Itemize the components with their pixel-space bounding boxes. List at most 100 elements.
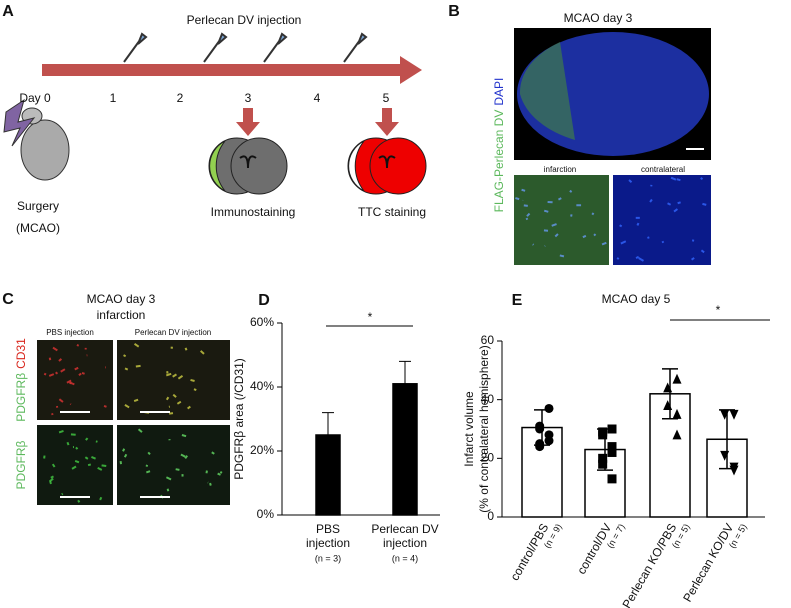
data-point	[598, 453, 608, 463]
texture	[670, 176, 677, 181]
x-tick-label: injection	[306, 536, 350, 550]
syringe-icon	[203, 32, 228, 63]
error-bar	[322, 412, 334, 435]
texture	[124, 403, 130, 409]
texture	[58, 398, 64, 403]
x-tick-label: PBS	[316, 522, 340, 536]
surgery-label: Surgery	[17, 199, 59, 213]
texture	[97, 467, 103, 471]
texture	[75, 446, 79, 450]
texture	[146, 470, 151, 474]
texture	[569, 189, 573, 193]
significance-mark: *	[368, 310, 373, 324]
y-tick-label: 60	[481, 333, 495, 347]
texture	[557, 197, 562, 201]
texture	[591, 212, 595, 216]
row-label-part: PDGFRβ	[14, 440, 28, 489]
brain-immunostaining	[208, 137, 288, 195]
day-label: Day 0	[19, 91, 51, 105]
texture	[700, 177, 704, 181]
y-axis-label: PDGFRβ area (/CD31)	[232, 358, 246, 480]
texture	[166, 488, 170, 492]
texture	[184, 455, 189, 459]
texture	[593, 233, 597, 237]
y-tick-label: 20	[481, 451, 495, 465]
x-tick-label: Perlecan KO/PBS	[620, 521, 680, 608]
texture	[601, 241, 607, 246]
texture	[123, 453, 128, 458]
texture	[582, 234, 587, 239]
error-bar	[399, 360, 411, 384]
x-tick-label: control/DV	[574, 521, 614, 577]
texture	[133, 342, 140, 348]
data-point	[544, 403, 554, 413]
texture	[628, 179, 633, 184]
texture	[638, 257, 645, 262]
surgery-label: (MCAO)	[16, 221, 60, 235]
texture	[81, 371, 85, 375]
data-point	[663, 400, 673, 411]
texture	[51, 463, 56, 468]
texture	[49, 477, 54, 483]
data-point	[607, 447, 617, 457]
data-point	[535, 424, 545, 434]
panel-label: D	[258, 292, 270, 309]
texture	[187, 405, 191, 410]
mouse-icon	[3, 98, 70, 181]
column-label: Perlecan DV injection	[135, 328, 211, 337]
brain-section-image	[514, 28, 711, 160]
y-axis-label: Infarct volume	[462, 391, 476, 467]
data-point	[544, 436, 554, 446]
texture	[667, 202, 672, 206]
row-label-part: PDGFRβ	[14, 373, 28, 422]
y-axis-label: (% of contralateral hemisphere)	[477, 345, 491, 512]
texture	[551, 223, 557, 227]
texture	[636, 222, 640, 226]
texture	[525, 217, 529, 221]
texture	[87, 463, 92, 467]
inset-label: infarction	[544, 165, 576, 174]
texture	[177, 374, 184, 380]
texture	[68, 381, 72, 385]
texture	[691, 257, 695, 261]
texture	[50, 475, 54, 479]
texture	[219, 471, 223, 474]
image-dv-merge	[117, 340, 230, 420]
texture	[52, 346, 58, 352]
data-point	[607, 424, 617, 434]
n-label: (n = 3)	[315, 553, 341, 563]
texture	[199, 350, 205, 355]
texture	[133, 398, 139, 403]
texture	[673, 208, 679, 213]
infarction-image	[514, 175, 609, 265]
side-label: FLAG-Perlecan DV DAPI	[492, 78, 506, 213]
panel-label: E	[512, 292, 523, 309]
image-dv-pdgfrb	[117, 425, 230, 505]
syringe-icon	[123, 32, 148, 63]
panel-label: C	[2, 291, 14, 308]
data-point	[672, 373, 682, 384]
row-label: PDGFRβ	[14, 440, 28, 489]
texture	[55, 371, 59, 375]
texture	[61, 492, 64, 496]
data-point	[663, 382, 673, 393]
texture	[702, 202, 707, 206]
texture	[60, 368, 66, 373]
outcome-label: Immunostaining	[211, 205, 296, 219]
texture	[122, 448, 126, 452]
x-tick-label: injection	[383, 536, 427, 550]
data-point	[672, 429, 682, 440]
y-tick-label: 40%	[250, 379, 274, 393]
texture	[135, 364, 141, 368]
bar	[392, 383, 418, 516]
image-texture	[43, 176, 707, 503]
data-point	[720, 450, 730, 461]
texture	[58, 358, 63, 362]
contralateral-image	[613, 175, 711, 265]
row-label: PDGFRβ CD31	[14, 338, 28, 422]
texture	[147, 451, 151, 456]
texture	[165, 372, 172, 377]
texture	[526, 212, 531, 217]
data-point	[720, 409, 730, 420]
